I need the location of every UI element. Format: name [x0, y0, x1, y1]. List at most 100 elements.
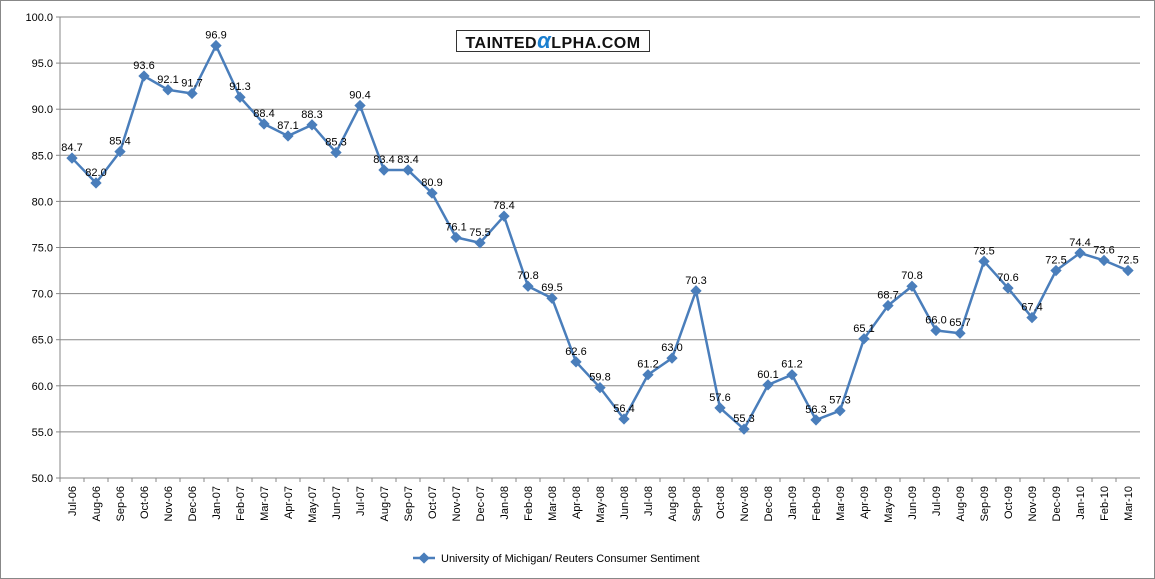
data-label: 73.6: [1093, 244, 1114, 256]
data-label: 84.7: [61, 142, 82, 154]
tainted-alpha-logo: TAINTEDαLPHA.COM: [456, 30, 650, 52]
data-label: 56.3: [805, 404, 826, 416]
data-label: 90.4: [349, 90, 370, 102]
y-tick-label: 95.0: [32, 58, 53, 70]
data-point: [594, 381, 606, 394]
data-point: [1050, 264, 1062, 277]
y-tick-label: 70.0: [32, 289, 53, 301]
data-label: 70.6: [997, 272, 1018, 284]
data-label: 91.7: [181, 78, 202, 90]
data-label: 73.5: [973, 245, 994, 257]
data-point: [1122, 264, 1134, 277]
y-tick-label: 50.0: [32, 473, 53, 485]
x-tick-label: Nov-09: [1027, 486, 1039, 521]
x-tick-label: Feb-07: [235, 486, 247, 521]
data-label: 72.5: [1045, 255, 1066, 267]
legend-marker: [418, 552, 430, 564]
data-label: 62.6: [565, 346, 586, 358]
x-tick-label: Oct-07: [427, 486, 439, 519]
x-tick-label: May-07: [307, 486, 319, 523]
data-label: 65.1: [853, 323, 874, 335]
data-point: [810, 414, 822, 426]
y-tick-label: 100.0: [25, 12, 53, 24]
x-tick-label: Mar-08: [547, 486, 559, 521]
data-point: [162, 84, 174, 96]
data-label: 61.2: [781, 359, 802, 371]
x-tick-label: Jan-07: [211, 486, 223, 520]
data-label: 93.6: [133, 60, 154, 72]
data-point: [474, 237, 486, 249]
x-tick-label: Dec-09: [1051, 486, 1063, 521]
data-label: 92.1: [157, 74, 178, 86]
data-point: [954, 327, 966, 339]
data-point: [138, 70, 150, 82]
x-tick-label: Oct-09: [1003, 486, 1015, 519]
x-tick-label: Jul-07: [355, 486, 367, 516]
data-label: 72.5: [1117, 255, 1138, 267]
x-tick-label: Oct-08: [715, 486, 727, 519]
data-label: 65.7: [949, 317, 970, 329]
x-tick-label: Dec-08: [763, 486, 775, 521]
data-point: [378, 164, 390, 176]
x-tick-label: Nov-07: [451, 486, 463, 521]
x-tick-label: Apr-08: [571, 486, 583, 519]
x-tick-label: Dec-07: [475, 486, 487, 521]
data-label: 83.4: [397, 154, 418, 166]
data-label: 88.4: [253, 108, 274, 120]
data-label: 68.7: [877, 290, 898, 302]
data-label: 82.0: [85, 167, 106, 179]
data-label: 66.0: [925, 314, 946, 326]
legend-label: University of Michigan/ Reuters Consumer…: [441, 553, 700, 565]
data-label: 76.1: [445, 221, 466, 233]
data-point: [1026, 311, 1038, 324]
x-tick-label: Mar-07: [259, 486, 271, 521]
data-label: 61.2: [637, 359, 658, 371]
data-point: [210, 39, 222, 52]
x-tick-label: Jul-08: [643, 486, 655, 516]
data-label: 63.0: [661, 342, 682, 354]
x-tick-label: Aug-06: [91, 486, 103, 521]
data-label: 70.3: [685, 275, 706, 287]
logo-alpha: α: [537, 28, 552, 53]
data-point: [882, 299, 894, 312]
x-tick-label: Sep-08: [691, 486, 703, 521]
data-point: [834, 405, 846, 417]
data-label: 96.9: [205, 30, 226, 42]
data-label: 56.4: [613, 403, 634, 415]
x-tick-label: Apr-07: [283, 486, 295, 519]
data-label: 60.1: [757, 369, 778, 381]
data-label: 59.8: [589, 372, 610, 384]
x-tick-label: Apr-09: [859, 486, 871, 519]
data-point: [762, 379, 774, 391]
logo-text-pre: TAINTED: [465, 35, 538, 52]
x-tick-label: Mar-10: [1123, 486, 1135, 521]
data-point: [330, 146, 342, 159]
data-label: 57.3: [829, 395, 850, 407]
data-point: [402, 164, 414, 176]
data-label: 78.4: [493, 200, 514, 212]
data-label: 87.1: [277, 120, 298, 132]
data-label: 57.6: [709, 392, 730, 404]
x-tick-label: Jan-08: [499, 486, 511, 520]
x-tick-label: Sep-06: [115, 486, 127, 521]
data-point: [858, 333, 870, 345]
x-tick-label: Aug-08: [667, 486, 679, 521]
y-tick-label: 80.0: [32, 196, 53, 208]
y-tick-label: 75.0: [32, 243, 53, 255]
x-tick-label: Jun-09: [907, 486, 919, 520]
data-label: 74.4: [1069, 237, 1090, 249]
x-tick-label: Mar-09: [835, 486, 847, 521]
x-tick-label: Dec-06: [187, 486, 199, 521]
data-point: [906, 280, 918, 292]
x-tick-label: Feb-09: [811, 486, 823, 521]
data-point: [642, 369, 654, 381]
x-tick-label: Sep-09: [979, 486, 991, 521]
data-point: [786, 369, 798, 381]
x-tick-label: Aug-09: [955, 486, 967, 521]
data-point: [426, 187, 438, 199]
y-tick-label: 90.0: [32, 104, 53, 116]
data-point: [690, 285, 702, 297]
data-label: 91.3: [229, 81, 250, 93]
data-label: 69.5: [541, 282, 562, 294]
